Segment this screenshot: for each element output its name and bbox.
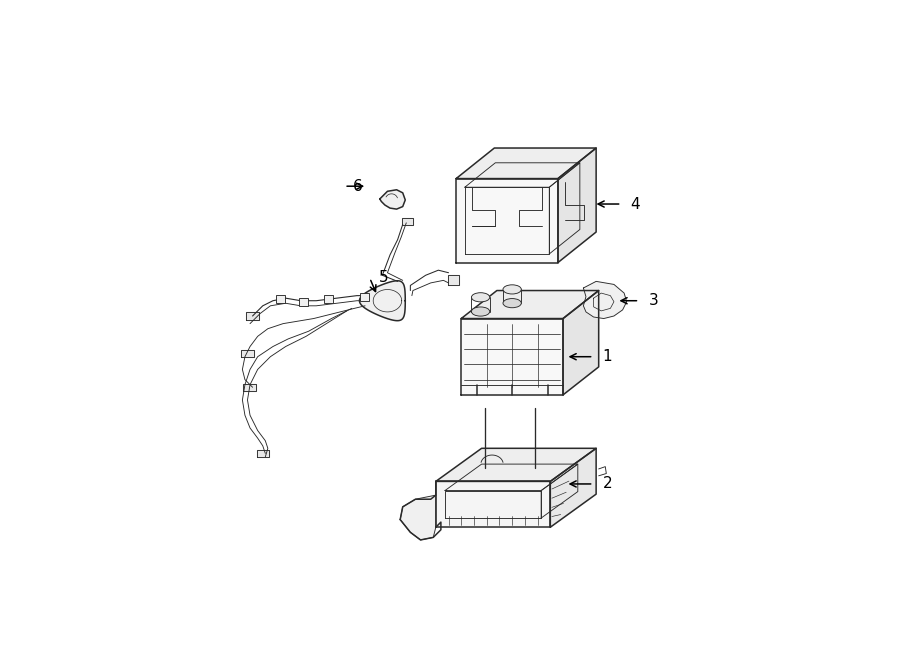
Ellipse shape — [503, 285, 521, 294]
Bar — [276, 295, 285, 303]
Polygon shape — [550, 448, 596, 527]
Text: 6: 6 — [354, 178, 363, 194]
Text: 1: 1 — [603, 349, 612, 364]
Polygon shape — [380, 190, 405, 209]
Bar — [299, 297, 308, 306]
Polygon shape — [243, 384, 256, 391]
Polygon shape — [359, 281, 405, 321]
Polygon shape — [436, 448, 596, 481]
Ellipse shape — [503, 299, 521, 308]
Text: 3: 3 — [649, 293, 658, 308]
Polygon shape — [456, 148, 596, 178]
Polygon shape — [401, 218, 413, 225]
Polygon shape — [558, 148, 596, 262]
Polygon shape — [448, 275, 459, 286]
Polygon shape — [462, 291, 598, 319]
Polygon shape — [563, 291, 598, 395]
Polygon shape — [583, 282, 626, 319]
Bar — [360, 293, 369, 301]
Polygon shape — [400, 495, 436, 540]
Polygon shape — [256, 450, 269, 457]
Polygon shape — [436, 481, 550, 527]
Polygon shape — [456, 178, 558, 262]
Text: 2: 2 — [603, 477, 612, 491]
Polygon shape — [241, 350, 254, 357]
Text: 4: 4 — [631, 196, 641, 212]
Text: 5: 5 — [379, 270, 389, 286]
Ellipse shape — [472, 307, 490, 316]
Ellipse shape — [472, 293, 490, 302]
Polygon shape — [247, 313, 259, 319]
Bar — [324, 295, 334, 303]
Polygon shape — [462, 319, 563, 395]
